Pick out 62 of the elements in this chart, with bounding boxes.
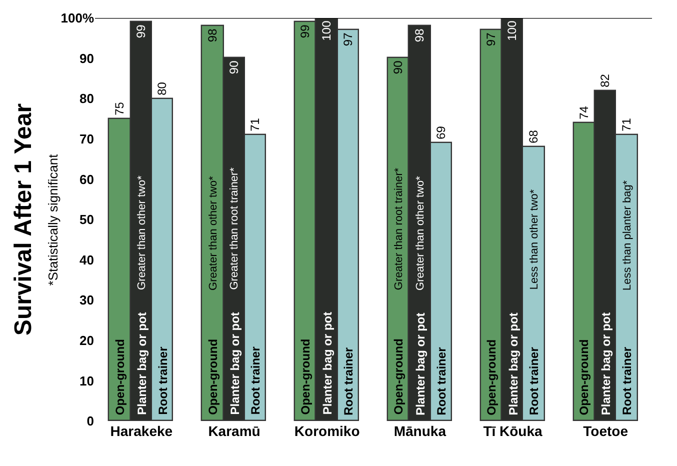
data-label: 90 [390, 60, 405, 74]
x-tick-label: Mānuka [394, 423, 446, 439]
x-tick-label: Toetoe [583, 423, 628, 439]
series-label: Planter bag or pot [506, 312, 520, 416]
annotation: Greater than other two* [136, 174, 148, 290]
annotation: Greater than other two* [414, 175, 426, 290]
x-tick-label: Tī Kōuka [483, 423, 543, 439]
y-tick-label: 20 [80, 332, 94, 348]
y-tick-label: 30 [80, 292, 94, 308]
y-tick-label: 40 [80, 252, 94, 268]
data-label: 80 [154, 82, 169, 96]
text: Root trainer [248, 346, 263, 415]
data-label: 99 [134, 24, 148, 38]
text: Planter bag or pot [413, 312, 428, 416]
text: Root trainer [434, 347, 448, 416]
y-tick-label: 0 [86, 414, 94, 429]
x-tick-label: Karamū [208, 423, 260, 439]
text: *Statistically significant [46, 154, 61, 286]
data-label: 82 [598, 74, 612, 88]
text: Open-ground [577, 339, 592, 416]
x-tick-label: Harakeke [110, 423, 173, 439]
annotation: Greater than other two* [207, 175, 220, 290]
text: Open-ground [392, 338, 406, 415]
annotation: Greater than root trainer* [393, 167, 406, 290]
x-tick-label: Koromiko [294, 423, 360, 439]
text: Root trainer [341, 347, 356, 416]
text: Root trainer [527, 347, 542, 416]
text: Open-ground [113, 339, 128, 416]
y-tick-label: 70 [80, 131, 94, 146]
series-label: Root trainer [156, 346, 170, 415]
y-axis-title: Survival After 1 Year [10, 103, 37, 336]
text: Planter bag or pot [228, 312, 242, 415]
data-label: 97 [484, 32, 498, 46]
data-label: 98 [205, 28, 220, 42]
data-label: 98 [412, 28, 426, 42]
data-label: 100 [319, 20, 334, 41]
data-label: 75 [112, 102, 126, 116]
data-label: 71 [619, 118, 634, 132]
y-tick-label: 100% [60, 10, 94, 26]
y-tick-label: 80 [80, 91, 94, 106]
text: Open-ground [206, 338, 220, 415]
data-label: 74 [576, 106, 591, 120]
series-label: Open-ground [298, 338, 313, 415]
annotation: Less than planter bag* [621, 180, 634, 290]
annotation: Greater than root trainer* [228, 166, 241, 290]
y-tick-label: 10 [80, 373, 94, 388]
y-tick-label: 50 [80, 212, 94, 228]
text: Open-ground [484, 339, 498, 416]
data-label: 68 [526, 130, 540, 144]
text: Planter bag or pot [134, 312, 149, 415]
data-label: 97 [340, 32, 355, 46]
y-tick-label: 90 [80, 50, 94, 66]
data-label: 100 [504, 20, 519, 41]
data-label: 71 [248, 118, 262, 132]
data-label: 99 [298, 24, 312, 38]
y-tick-label: 60 [80, 172, 94, 187]
annotation: Less than other two* [528, 188, 541, 290]
text: Root trainer [620, 346, 634, 415]
text: Planter bag or pot [320, 312, 335, 415]
data-label: 90 [226, 60, 241, 74]
data-label: 69 [434, 126, 448, 140]
text: Planter bag or pot [599, 312, 614, 416]
